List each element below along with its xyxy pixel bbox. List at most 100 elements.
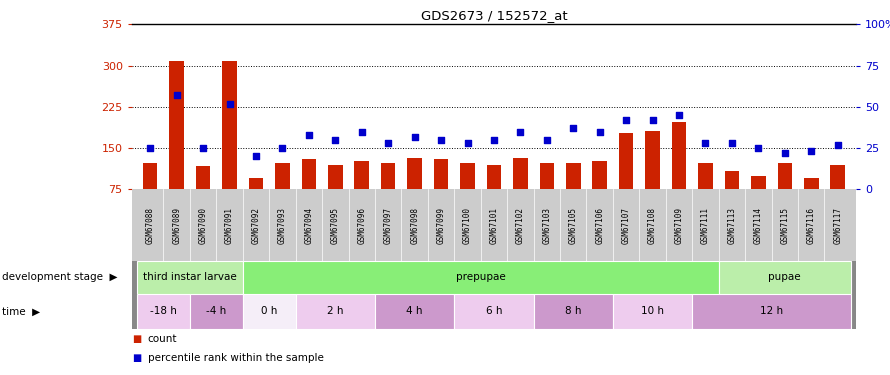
Bar	[243, 294, 295, 329]
Text: GSM67088: GSM67088	[146, 207, 155, 244]
Bar	[514, 158, 528, 189]
Text: ■: ■	[132, 353, 141, 363]
Bar	[460, 164, 474, 189]
Bar	[381, 164, 395, 189]
Bar	[433, 159, 449, 189]
Point	[830, 142, 845, 148]
Text: 2 h: 2 h	[327, 306, 344, 316]
Point	[460, 140, 474, 146]
Point	[724, 140, 739, 146]
Bar	[169, 61, 184, 189]
Text: GSM67099: GSM67099	[437, 207, 446, 244]
Bar	[275, 164, 290, 189]
Text: GSM67096: GSM67096	[357, 207, 367, 244]
Bar	[328, 165, 343, 189]
Text: 6 h: 6 h	[486, 306, 502, 316]
Bar	[724, 171, 740, 189]
Text: GSM67114: GSM67114	[754, 207, 763, 244]
Text: 4 h: 4 h	[407, 306, 423, 316]
Point	[645, 117, 659, 123]
Text: GSM67106: GSM67106	[595, 207, 604, 244]
Bar	[778, 164, 792, 189]
Text: third instar larvae: third instar larvae	[143, 272, 237, 282]
Bar	[645, 130, 659, 189]
Text: 10 h: 10 h	[641, 306, 664, 316]
Bar	[719, 261, 851, 294]
Point	[619, 117, 634, 123]
Text: GSM67089: GSM67089	[172, 207, 182, 244]
Text: -4 h: -4 h	[206, 306, 226, 316]
Bar	[243, 261, 719, 294]
Bar	[454, 294, 534, 329]
Point	[539, 137, 554, 143]
Bar	[613, 294, 692, 329]
Bar	[137, 261, 243, 294]
Bar	[619, 133, 634, 189]
Text: GSM67097: GSM67097	[384, 207, 392, 244]
Bar	[354, 161, 369, 189]
Point	[672, 112, 686, 118]
Point	[275, 145, 289, 151]
Text: development stage  ▶: development stage ▶	[2, 272, 117, 282]
Text: GSM67103: GSM67103	[542, 207, 551, 244]
Text: pupae: pupae	[768, 272, 801, 282]
Text: GSM67105: GSM67105	[569, 207, 578, 244]
Bar	[375, 294, 454, 329]
Text: GSM67098: GSM67098	[410, 207, 419, 244]
Point	[354, 129, 368, 135]
Point	[487, 137, 501, 143]
Bar	[408, 158, 422, 189]
Point	[222, 100, 237, 106]
Text: GSM67093: GSM67093	[278, 207, 287, 244]
Text: ■: ■	[132, 334, 141, 344]
Bar	[804, 178, 819, 189]
Bar	[751, 176, 765, 189]
Text: 0 h: 0 h	[261, 306, 278, 316]
Text: time  ▶: time ▶	[2, 306, 40, 316]
Text: 8 h: 8 h	[565, 306, 581, 316]
Bar	[143, 164, 158, 189]
Bar	[566, 164, 580, 189]
Point	[514, 129, 528, 135]
Text: count: count	[148, 334, 177, 344]
Text: GSM67100: GSM67100	[463, 207, 472, 244]
Text: GSM67095: GSM67095	[331, 207, 340, 244]
Text: GSM67091: GSM67091	[225, 207, 234, 244]
Bar	[698, 164, 713, 189]
Text: GSM67102: GSM67102	[516, 207, 525, 244]
Text: GSM67111: GSM67111	[701, 207, 710, 244]
Bar	[672, 122, 686, 189]
Point	[566, 125, 580, 131]
Point	[408, 134, 422, 140]
Point	[751, 145, 765, 151]
Bar	[295, 294, 375, 329]
Point	[302, 132, 316, 138]
Text: GSM67116: GSM67116	[806, 207, 816, 244]
Text: GSM67117: GSM67117	[833, 207, 842, 244]
Point	[778, 150, 792, 156]
Point	[434, 137, 449, 143]
Bar	[196, 166, 210, 189]
Bar	[137, 294, 190, 329]
Text: 12 h: 12 h	[760, 306, 783, 316]
Point	[699, 140, 713, 146]
Text: GSM67108: GSM67108	[648, 207, 657, 244]
Text: GSM67094: GSM67094	[304, 207, 313, 244]
Text: GSM67101: GSM67101	[490, 207, 498, 244]
Point	[143, 145, 158, 151]
Point	[593, 129, 607, 135]
Bar	[692, 294, 851, 329]
Text: GSM67107: GSM67107	[621, 207, 631, 244]
Bar	[539, 164, 554, 189]
Bar	[593, 161, 607, 189]
Bar	[534, 294, 613, 329]
Bar	[302, 159, 316, 189]
Bar	[248, 178, 263, 189]
Point	[196, 145, 210, 151]
Text: -18 h: -18 h	[150, 306, 177, 316]
Text: GDS2673 / 152572_at: GDS2673 / 152572_at	[421, 9, 567, 22]
Point	[804, 148, 818, 154]
Bar	[222, 61, 237, 189]
Text: GSM67090: GSM67090	[198, 207, 207, 244]
Text: GSM67115: GSM67115	[781, 207, 789, 244]
